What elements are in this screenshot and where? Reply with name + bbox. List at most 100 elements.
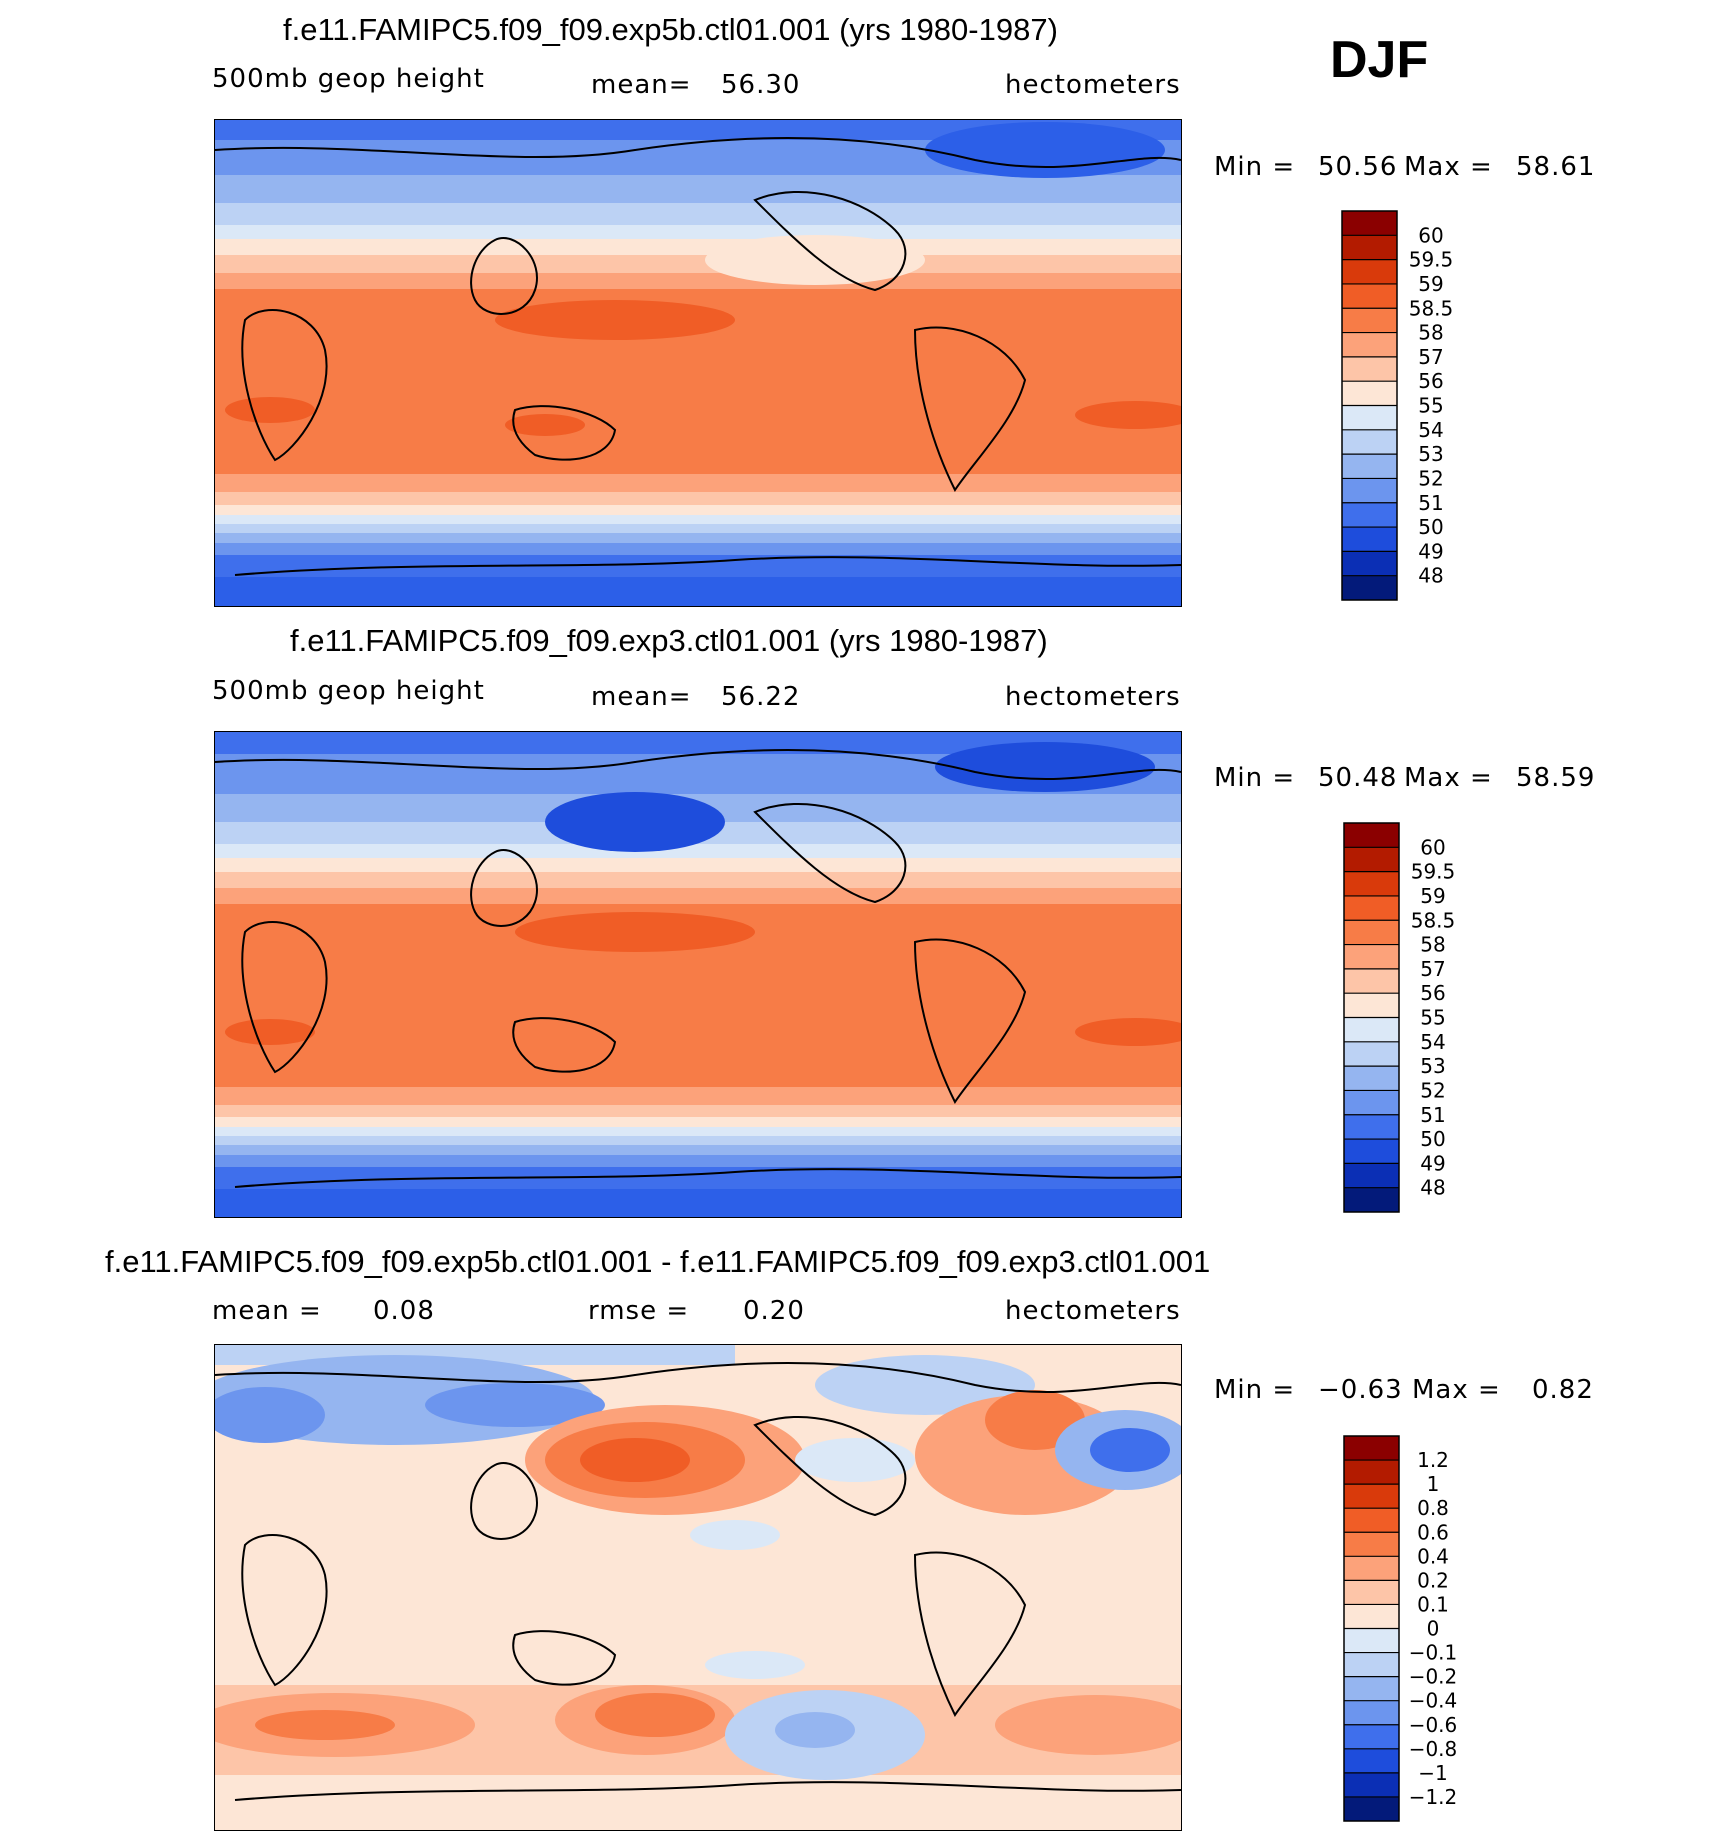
panel1-colorbar-swatch xyxy=(1342,551,1397,576)
panel1-colorbar-swatch xyxy=(1342,283,1397,309)
panel2-colorbar-swatch xyxy=(1344,1187,1399,1213)
panel2-colorbar-swatch xyxy=(1344,1066,1399,1091)
panel1-colorbar-tick-label: 58 xyxy=(1418,321,1443,345)
panel2-max-label: Max = xyxy=(1404,763,1493,793)
panel2-variable: 500mb geop height xyxy=(212,676,485,706)
panel3-colorbar-swatch xyxy=(1344,1748,1399,1774)
panel2-colorbar-tick-label: 56 xyxy=(1420,981,1445,1005)
panel2-colorbar-swatch xyxy=(1344,847,1399,872)
panel3-colorbar-swatch xyxy=(1344,1460,1399,1485)
panel1-colorbar-swatch xyxy=(1342,502,1397,528)
panel1-colorbar-tick-label: 49 xyxy=(1418,539,1443,563)
panel3-colorbar-tick-label: 0.2 xyxy=(1417,1568,1449,1592)
panel3-colorbar-swatch xyxy=(1344,1628,1399,1653)
panel3-max-value: 0.82 xyxy=(1532,1375,1594,1405)
panel2-colorbar-swatch xyxy=(1344,968,1399,994)
panel2-colorbar-swatch xyxy=(1344,1163,1399,1188)
panel2-colorbar-tick-label: 52 xyxy=(1420,1078,1445,1102)
panel3-colorbar-tick-label: 1 xyxy=(1427,1472,1440,1496)
panel1-colorbar-swatch xyxy=(1342,308,1397,333)
panel1-max-value: 58.61 xyxy=(1516,152,1596,182)
panel2-colorbar-border xyxy=(1343,822,1400,1213)
panel2-colorbar: 60 59.5 59 58.5 58 57 56 55 54 53 52 51 50 49 48 xyxy=(1343,822,1484,1213)
panel1-colorbar-tick-label: 52 xyxy=(1418,466,1443,490)
panel3-colorbar-swatch xyxy=(1344,1532,1399,1557)
panel3-mean-value: 0.08 xyxy=(373,1296,435,1326)
panel2-colorbar-tick-label: 57 xyxy=(1420,957,1445,981)
panel3-map-field xyxy=(215,1345,1181,1830)
panel2-colorbar-swatch xyxy=(1344,1041,1399,1067)
panel3-min-label: Min = xyxy=(1214,1375,1296,1405)
panel3-max-label: Max = xyxy=(1412,1375,1501,1405)
panel2-colorbar-swatch xyxy=(1344,1139,1399,1164)
panel2-map-field xyxy=(215,732,1181,1217)
panel3-colorbar-tick-label: 0.1 xyxy=(1417,1592,1449,1616)
panel3-colorbar-swatch xyxy=(1344,1652,1399,1677)
panel3-colorbar-swatch xyxy=(1344,1484,1399,1509)
panel2-units: hectometers xyxy=(1005,682,1181,712)
panel1-colorbar-border xyxy=(1341,210,1398,601)
panel3-colorbar-swatch xyxy=(1344,1700,1399,1726)
panel2-colorbar-tick-label: 55 xyxy=(1420,1006,1445,1030)
panel2-colorbar-swatch xyxy=(1344,871,1399,897)
panel3-rmse-label: rmse = xyxy=(588,1296,690,1326)
panel1-colorbar-tick-label: 57 xyxy=(1418,345,1443,369)
panel3-colorbar-tick-label: 0 xyxy=(1427,1617,1440,1641)
panel2-title: f.e11.FAMIPC5.f09_f09.exp3.ctl01.001 (yr… xyxy=(290,623,1048,658)
panel3-colorbar-border xyxy=(1343,1435,1400,1822)
panel3-colorbar-tick-label: −0.6 xyxy=(1409,1713,1458,1737)
panel1-colorbar-swatch xyxy=(1342,259,1397,285)
panel1-colorbar-tick-label: 54 xyxy=(1418,418,1443,442)
panel3-colorbar-tick-label: −1 xyxy=(1418,1761,1447,1785)
panel3-colorbar-swatch xyxy=(1344,1508,1399,1533)
panel1-colorbar-swatch xyxy=(1342,211,1397,236)
panel3-colorbar-swatch xyxy=(1344,1724,1399,1750)
panel1-colorbar-swatch xyxy=(1342,478,1397,504)
panel2-mean-value: 56.22 xyxy=(721,682,801,712)
panel3-title: f.e11.FAMIPC5.f09_f09.exp5b.ctl01.001 - … xyxy=(105,1244,1211,1279)
panel2-colorbar-swatch xyxy=(1344,1090,1399,1116)
panel2-colorbar-swatch xyxy=(1344,944,1399,970)
season-label: DJF xyxy=(1330,31,1429,89)
panel3-colorbar-swatch xyxy=(1344,1676,1399,1701)
panel3-units: hectometers xyxy=(1005,1296,1181,1326)
panel2-colorbar-tick-label: 48 xyxy=(1420,1176,1445,1200)
panel2-colorbar-tick-label: 59 xyxy=(1420,884,1445,908)
panel1-units: hectometers xyxy=(1005,70,1181,100)
panel3-colorbar-tick-label: 0.4 xyxy=(1417,1544,1449,1568)
panel1-map-field xyxy=(215,120,1181,606)
panel2-colorbar-tick-label: 51 xyxy=(1420,1103,1445,1127)
panel2-colorbar-swatch xyxy=(1344,895,1399,921)
panel1-min-value: 50.56 xyxy=(1318,152,1398,182)
panel1-colorbar-tick-label: 53 xyxy=(1418,442,1443,466)
panel1-variable: 500mb geop height xyxy=(212,64,485,94)
panel3-colorbar-tick-label: 1.2 xyxy=(1417,1448,1449,1472)
panel2-colorbar-swatch xyxy=(1344,993,1399,1018)
panel1-colorbar-swatch xyxy=(1342,429,1397,455)
panel1-colorbar-swatch xyxy=(1342,235,1397,260)
panel2-colorbar-tick-label: 54 xyxy=(1420,1030,1445,1054)
panel2-min-label: Min = xyxy=(1214,763,1296,793)
panel3-colorbar-swatch xyxy=(1344,1796,1399,1822)
panel3-colorbar-tick-label: 0.8 xyxy=(1417,1496,1449,1520)
panel1-colorbar-swatch xyxy=(1342,381,1397,406)
panel3-min-value: −0.63 xyxy=(1318,1375,1403,1405)
panel2-colorbar-tick-label: 53 xyxy=(1420,1054,1445,1078)
panel3-colorbar-swatch xyxy=(1344,1556,1399,1581)
panel1-mean-value: 56.30 xyxy=(721,70,801,100)
panel1-mean-label: mean= xyxy=(591,70,692,100)
panel2-colorbar-tick-label: 49 xyxy=(1420,1151,1445,1175)
panel2-colorbar-swatch xyxy=(1344,823,1399,848)
panel1-colorbar-swatch xyxy=(1342,575,1397,601)
panel3-rmse-value: 0.20 xyxy=(743,1296,805,1326)
panel1-colorbar-tick-label: 51 xyxy=(1418,491,1443,515)
panel1-colorbar-tick-label: 50 xyxy=(1418,515,1443,539)
panel2-colorbar-tick-label: 50 xyxy=(1420,1127,1445,1151)
panel1-colorbar-tick-label: 55 xyxy=(1418,394,1443,418)
panel2-mean-label: mean= xyxy=(591,682,692,712)
panel2-map xyxy=(214,731,1182,1218)
panel2-colorbar-swatch xyxy=(1344,1114,1399,1140)
panel1-colorbar-swatch xyxy=(1342,356,1397,382)
